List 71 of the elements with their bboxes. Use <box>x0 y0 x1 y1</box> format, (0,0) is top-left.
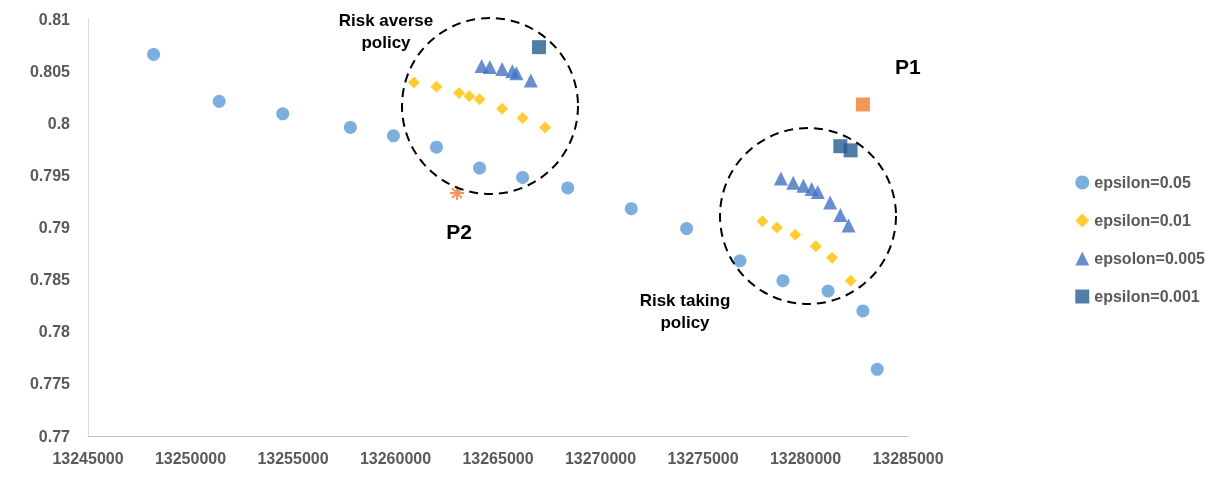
y-tick-label: 0.79 <box>38 219 71 236</box>
y-tick-label: 0.775 <box>29 375 71 393</box>
point <box>810 185 825 200</box>
legend-label: epsilon=0.001 <box>1094 288 1200 305</box>
y-tick-label: 0.785 <box>29 271 71 289</box>
legend-label: epsilon=0.05 <box>1094 174 1191 191</box>
point <box>844 274 857 287</box>
legend-label: epsilon=0.01 <box>1094 212 1191 229</box>
point <box>473 161 487 175</box>
point <box>776 274 790 288</box>
legend-label: epsolon=0.005 <box>1094 250 1206 267</box>
point <box>809 240 822 253</box>
point <box>509 66 524 81</box>
point <box>539 121 552 134</box>
point <box>453 87 466 100</box>
x-tick-label: 13265000 <box>462 449 534 467</box>
point <box>773 171 788 186</box>
point <box>495 62 510 77</box>
point <box>833 207 848 222</box>
point <box>276 107 290 121</box>
y-tick-label: 0.8 <box>47 114 71 132</box>
point <box>821 284 835 298</box>
point <box>430 140 443 154</box>
point <box>516 112 529 125</box>
point <box>523 73 538 88</box>
y-tick-label: 0.805 <box>29 62 71 80</box>
x-tick-label: 13280000 <box>769 449 842 467</box>
point <box>756 215 769 228</box>
x-tick-label: 13255000 <box>257 449 329 467</box>
point <box>870 362 884 376</box>
point <box>680 222 694 236</box>
x-tick-label: 13285000 <box>872 449 944 467</box>
y-tick-label: 0.78 <box>38 323 71 341</box>
point <box>823 195 838 210</box>
point <box>496 102 509 115</box>
point <box>856 304 870 318</box>
point <box>473 93 486 106</box>
point <box>386 129 400 143</box>
point <box>843 143 858 158</box>
point <box>516 170 530 184</box>
y-tick-label: 0.81 <box>38 10 71 28</box>
point <box>733 254 747 268</box>
point <box>482 59 497 74</box>
y-tick-label: 0.77 <box>38 427 71 445</box>
x-tick-label: 13275000 <box>667 449 739 467</box>
annotation: Risk averse policy <box>338 11 434 52</box>
point <box>463 90 476 103</box>
point <box>532 40 546 55</box>
point <box>407 76 420 89</box>
point <box>624 202 638 216</box>
point <box>770 221 783 234</box>
annotation: P1 <box>895 55 922 79</box>
point <box>343 120 357 134</box>
point <box>430 80 443 93</box>
x-tick-label: 13270000 <box>564 449 637 467</box>
point <box>147 47 161 61</box>
point <box>826 251 839 264</box>
annotation: Risk taking policy <box>639 291 731 332</box>
point <box>212 94 226 108</box>
point <box>449 185 465 202</box>
point <box>841 218 856 233</box>
x-tick-label: 13260000 <box>359 449 432 467</box>
point <box>796 178 811 193</box>
y-tick-label: 0.795 <box>29 166 71 184</box>
point <box>786 175 801 190</box>
point <box>561 181 575 195</box>
point <box>855 97 870 112</box>
annotation: P2 <box>446 220 472 244</box>
x-tick-label: 13245000 <box>52 449 124 467</box>
point <box>789 228 802 241</box>
x-tick-label: 13250000 <box>154 449 227 467</box>
